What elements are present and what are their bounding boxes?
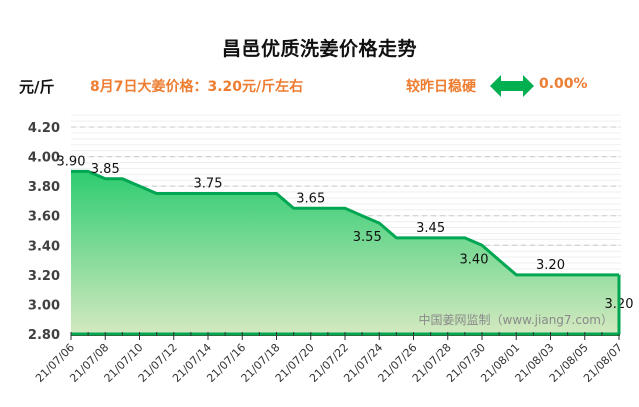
y-tick-label: 3.60 (28, 210, 60, 225)
change-value: 0.00% (539, 76, 588, 92)
price-area (71, 171, 619, 334)
watermark: 中国姜网监制（www.jiang7.com） (419, 312, 613, 327)
data-label: 3.85 (91, 162, 120, 177)
y-tick-label: 4.00 (28, 151, 60, 166)
unit-label: 元/斤 (19, 78, 55, 96)
data-label: 3.75 (194, 177, 223, 192)
y-tick-label: 3.20 (28, 269, 60, 284)
price-note: 8月7日大姜价格：3.20元/斤左右 (90, 79, 304, 95)
chart-title: 昌邑优质洗姜价格走势 (221, 38, 417, 60)
price-line (71, 169, 619, 277)
data-label: 3.20 (536, 258, 565, 273)
y-tick-label: 2.80 (28, 328, 60, 343)
double-arrow-icon (490, 75, 534, 97)
y-axis: 4.20 4.00 3.80 3.60 3.40 3.20 3.00 2.80 (28, 121, 60, 343)
data-label: 3.40 (460, 252, 489, 267)
y-tick-label: 4.20 (28, 121, 60, 136)
y-tick-label: 3.80 (28, 180, 60, 195)
y-tick-label: 3.40 (28, 239, 60, 254)
data-label: 3.45 (416, 221, 445, 236)
compare-label: 较昨日稳硬 (406, 79, 476, 95)
data-label: 3.55 (353, 230, 382, 245)
data-label: 3.90 (57, 154, 86, 169)
data-label: 3.65 (296, 191, 325, 206)
data-labels: 3.903.853.753.653.553.453.403.203.20 (57, 154, 634, 312)
x-axis: 21/07/0621/07/0821/07/1021/07/1221/07/14… (33, 332, 625, 385)
y-tick-label: 3.00 (28, 298, 60, 313)
